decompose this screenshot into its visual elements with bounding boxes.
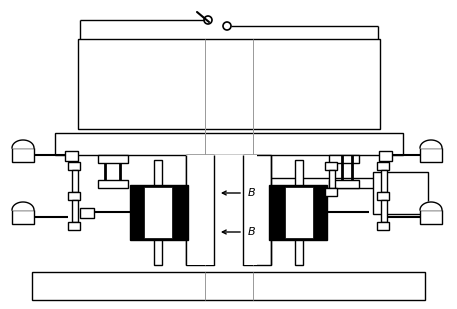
Bar [325, 188, 337, 196]
Bar [68, 222, 80, 230]
Bar [68, 192, 80, 200]
Text: $B$: $B$ [247, 225, 256, 237]
Bar [329, 155, 359, 163]
Bar [98, 155, 128, 163]
Bar [373, 172, 428, 214]
Bar [154, 240, 162, 265]
Bar [130, 185, 188, 240]
Bar [329, 170, 335, 188]
Bar [285, 187, 313, 238]
Bar [186, 155, 214, 265]
Bar [420, 210, 442, 224]
Bar [78, 39, 380, 129]
Bar [186, 155, 257, 265]
Bar [381, 170, 387, 192]
Polygon shape [420, 140, 442, 148]
Bar [68, 162, 80, 170]
Bar [32, 272, 425, 300]
Bar [12, 148, 34, 162]
Bar [65, 151, 78, 161]
Bar [72, 170, 78, 192]
Polygon shape [12, 140, 34, 148]
Text: $B$: $B$ [247, 186, 256, 198]
Bar [55, 133, 403, 155]
Bar [420, 148, 442, 162]
Bar [12, 210, 34, 224]
Polygon shape [420, 202, 442, 210]
Bar [269, 185, 327, 240]
Bar [98, 180, 128, 188]
Bar [377, 222, 389, 230]
Bar [377, 192, 389, 200]
Bar [154, 160, 162, 185]
Bar [144, 187, 172, 238]
Bar [295, 160, 303, 185]
Bar [72, 200, 78, 222]
Bar [377, 162, 389, 170]
Bar [379, 151, 392, 161]
Bar [295, 240, 303, 265]
Polygon shape [12, 202, 34, 210]
Bar [329, 180, 359, 188]
Bar [381, 200, 387, 222]
Bar [80, 208, 94, 218]
Bar [325, 162, 337, 170]
Bar [243, 155, 271, 265]
